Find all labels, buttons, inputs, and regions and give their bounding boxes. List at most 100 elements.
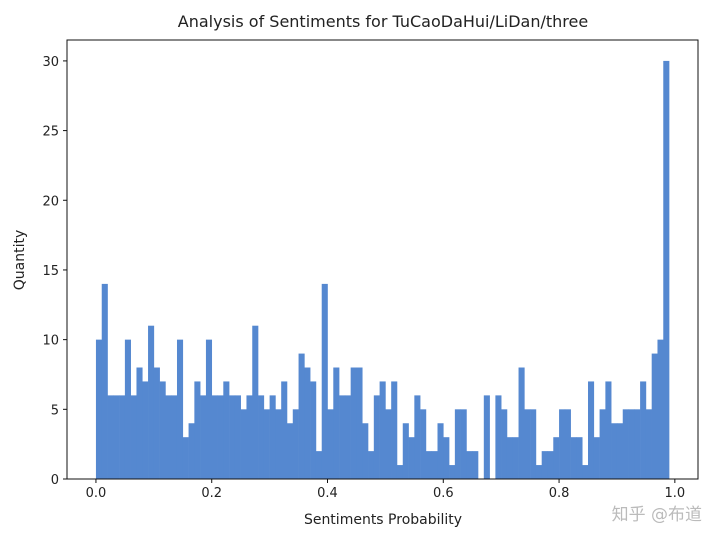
- histogram-bar: [333, 367, 340, 479]
- histogram-bar: [263, 409, 270, 479]
- histogram-bar: [547, 451, 554, 479]
- histogram-bar: [385, 409, 392, 479]
- histogram-bar: [194, 381, 201, 479]
- histogram-bar: [640, 381, 647, 479]
- histogram-bar: [663, 60, 670, 480]
- histogram-bar: [95, 339, 103, 479]
- x-axis-label: Sentiments Probability: [304, 512, 462, 528]
- histogram-bar: [113, 395, 120, 479]
- histogram-bar: [136, 367, 143, 479]
- histogram-bar: [362, 423, 369, 479]
- y-tick-label: 5: [51, 403, 59, 418]
- histogram-bar: [611, 423, 618, 479]
- y-tick-label: 0: [51, 473, 59, 488]
- y-tick-label: 25: [42, 125, 59, 140]
- y-tick-label: 15: [42, 264, 59, 279]
- histogram-bar: [396, 465, 404, 479]
- x-tick-label: 0.6: [433, 486, 454, 501]
- x-axis-ticks: 0.0 0.2 0.4 0.6 0.8 1.0: [86, 479, 686, 501]
- histogram-bar: [252, 325, 259, 479]
- histogram-bar: [350, 367, 357, 479]
- histogram-bar: [234, 395, 241, 479]
- histogram-bar: [298, 353, 305, 479]
- histogram-bar: [559, 409, 566, 479]
- histogram-bar: [582, 465, 589, 479]
- histogram-bar: [379, 381, 386, 479]
- histogram-bar: [454, 409, 461, 479]
- x-tick-label: 0.8: [549, 486, 570, 501]
- histogram-bar: [269, 395, 276, 479]
- x-tick-label: 1.0: [665, 486, 686, 501]
- histogram-bar: [124, 339, 131, 479]
- histogram-bar: [420, 409, 427, 479]
- histogram-bar: [142, 381, 149, 479]
- histogram-bar: [171, 395, 178, 479]
- histogram-bar: [310, 381, 317, 479]
- bars-group: [95, 60, 670, 480]
- histogram-bar: [576, 437, 583, 479]
- histogram-bar: [391, 381, 398, 479]
- histogram-bar: [605, 381, 612, 479]
- histogram-bar: [437, 423, 444, 479]
- histogram-bar: [460, 409, 467, 479]
- histogram-bar: [564, 409, 571, 479]
- histogram-bar: [616, 423, 624, 479]
- histogram-bar: [356, 367, 363, 479]
- histogram-bar: [368, 451, 375, 479]
- histogram-bar: [275, 409, 282, 479]
- y-axis-label: Quantity: [12, 230, 28, 291]
- histogram-bar: [541, 451, 548, 479]
- histogram-bar: [229, 395, 236, 479]
- histogram-bar: [165, 395, 172, 479]
- histogram-bar: [292, 409, 299, 479]
- histogram-bar: [599, 409, 606, 479]
- histogram-bar: [449, 465, 456, 479]
- watermark: 知乎 @布道: [612, 505, 702, 525]
- histogram-bar: [281, 381, 288, 479]
- histogram-bar: [593, 437, 600, 479]
- histogram-bar: [495, 395, 502, 479]
- histogram-bar: [466, 451, 473, 479]
- histogram-bar: [425, 451, 433, 479]
- histogram-bar: [246, 395, 253, 479]
- histogram-bar: [240, 409, 247, 479]
- histogram-bar: [414, 395, 421, 479]
- histogram-bar: [483, 395, 490, 479]
- histogram-bar: [443, 437, 450, 479]
- histogram-bar: [200, 395, 207, 479]
- histogram-bar: [588, 381, 595, 479]
- histogram-bar: [622, 409, 629, 479]
- histogram-bar: [339, 395, 346, 479]
- x-tick-label: 0.4: [317, 486, 338, 501]
- chart-title: Analysis of Sentiments for TuCaoDaHui/Li…: [178, 12, 588, 31]
- histogram-bar: [524, 409, 531, 479]
- x-tick-label: 0.0: [86, 486, 107, 501]
- histogram-bar: [286, 423, 294, 479]
- histogram-bar: [628, 409, 635, 479]
- histogram-bar: [570, 437, 577, 479]
- histogram-bar: [402, 423, 409, 479]
- histogram-bar: [634, 409, 641, 479]
- histogram-bar: [130, 395, 137, 479]
- histogram-bar: [107, 395, 114, 479]
- y-tick-label: 30: [42, 55, 59, 70]
- histogram-bar: [408, 437, 415, 479]
- histogram-bar: [327, 409, 334, 479]
- histogram-bar: [431, 451, 438, 479]
- histogram-bar: [153, 367, 160, 479]
- histogram-bar: [506, 437, 514, 479]
- histogram-bar: [304, 367, 311, 479]
- histogram-bar: [176, 339, 184, 479]
- histogram-bar: [501, 409, 508, 479]
- histogram-bar: [159, 381, 166, 479]
- histogram-bar: [119, 395, 126, 479]
- histogram-bar: [223, 381, 230, 479]
- histogram-bar: [553, 437, 560, 479]
- plot-frame: [66, 39, 699, 480]
- histogram-bar: [518, 367, 525, 479]
- histogram-bar: [182, 437, 189, 479]
- histogram-bar: [148, 325, 155, 479]
- histogram-bar: [315, 451, 323, 479]
- histogram-bar: [258, 395, 265, 479]
